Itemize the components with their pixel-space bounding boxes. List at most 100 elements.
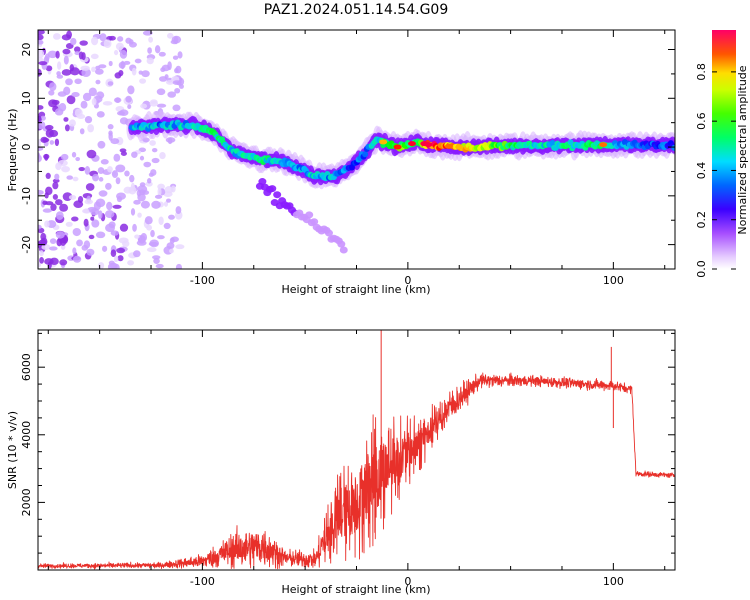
noise-blob bbox=[69, 119, 76, 127]
noise-blob bbox=[149, 140, 156, 146]
noise-blob bbox=[110, 230, 119, 236]
branch-blob bbox=[337, 240, 346, 248]
noise-blob bbox=[38, 30, 45, 35]
noise-blob bbox=[150, 229, 155, 238]
noise-blob bbox=[38, 115, 42, 124]
noise-blob bbox=[55, 231, 65, 239]
noise-blob bbox=[91, 98, 97, 106]
noise-blob bbox=[39, 256, 45, 264]
noise-blob bbox=[178, 84, 184, 89]
noise-blob bbox=[57, 61, 62, 70]
noise-blob bbox=[62, 48, 71, 55]
y-tick-label: -10 bbox=[20, 187, 33, 205]
noise-blob bbox=[130, 182, 135, 192]
noise-blob bbox=[38, 189, 44, 196]
y-tick-label: 4000 bbox=[20, 421, 33, 449]
noise-blob bbox=[160, 67, 166, 73]
noise-blob bbox=[165, 137, 176, 143]
noise-blob bbox=[152, 255, 161, 260]
noise-blob bbox=[38, 68, 42, 77]
snr-x-label: Height of straight line (km) bbox=[281, 583, 430, 596]
colorbar-tick-label: 0.0 bbox=[695, 260, 708, 278]
spectrogram-heatmap bbox=[38, 30, 675, 269]
noise-blob bbox=[61, 165, 70, 173]
noise-blob bbox=[131, 67, 137, 76]
noise-blob bbox=[80, 100, 88, 109]
noise-blob bbox=[38, 61, 48, 66]
noise-blob bbox=[113, 97, 122, 103]
noise-blob bbox=[60, 153, 69, 161]
noise-blob bbox=[40, 237, 48, 246]
noise-blob bbox=[63, 55, 69, 65]
noise-blob bbox=[38, 40, 44, 45]
noise-blob bbox=[114, 263, 120, 269]
noise-blob bbox=[71, 151, 77, 158]
noise-blob bbox=[137, 193, 146, 202]
noise-blob bbox=[105, 223, 116, 233]
noise-blob bbox=[38, 146, 44, 151]
noise-blob bbox=[61, 69, 72, 76]
noise-blob bbox=[52, 178, 60, 183]
noise-blob bbox=[130, 208, 136, 216]
x-tick-label: 100 bbox=[603, 575, 624, 588]
noise-blob bbox=[99, 33, 107, 42]
noise-blob bbox=[72, 255, 82, 263]
noise-blob bbox=[159, 151, 166, 160]
noise-blob bbox=[113, 153, 121, 162]
colorbar-ticks: 0.0 0.2 0.4 0.6 0.8 bbox=[695, 63, 736, 278]
noise-blob bbox=[95, 79, 101, 85]
noise-blob bbox=[128, 41, 137, 48]
colorbar: 0.0 0.2 0.4 0.6 0.8 Normalized spectral ampl… bbox=[695, 30, 749, 278]
hotspot bbox=[393, 144, 402, 150]
noise-blob bbox=[107, 81, 114, 86]
noise-blob bbox=[52, 33, 61, 40]
noise-blob bbox=[151, 147, 158, 153]
noise-blob bbox=[98, 177, 104, 182]
noise-blob bbox=[55, 199, 63, 206]
noise-blob bbox=[144, 216, 153, 225]
noise-blob bbox=[59, 259, 68, 266]
noise-blob bbox=[93, 201, 101, 211]
noise-blob bbox=[175, 65, 182, 74]
noise-blob bbox=[115, 164, 126, 173]
colorbar-tick-label: 0.4 bbox=[695, 162, 708, 180]
noise-blob bbox=[108, 35, 116, 41]
colorbar-label: Normalized spectral amplitude bbox=[736, 65, 749, 234]
noise-blob bbox=[95, 231, 106, 239]
noise-blob bbox=[157, 235, 165, 240]
noise-blob bbox=[64, 124, 70, 132]
noise-blob bbox=[116, 196, 123, 203]
noise-blob bbox=[157, 187, 162, 196]
noise-blob bbox=[175, 244, 185, 250]
noise-blob bbox=[50, 203, 57, 211]
noise-blob bbox=[118, 61, 126, 69]
noise-blob bbox=[139, 78, 147, 84]
x-tick-label: -100 bbox=[190, 274, 215, 287]
noise-blob bbox=[39, 250, 44, 257]
hotspot bbox=[379, 139, 388, 145]
noise-blob bbox=[70, 37, 77, 46]
noise-blob bbox=[98, 190, 108, 197]
noise-blob bbox=[44, 220, 50, 228]
noise-blob bbox=[116, 247, 126, 254]
snr-panel: -100 0 100 2000 4000 6000 Height of straight … bbox=[6, 329, 676, 596]
noise-blob bbox=[137, 185, 148, 194]
noise-blob bbox=[139, 155, 145, 161]
colorbar-tick-label: 0.2 bbox=[695, 211, 708, 229]
noise-blob bbox=[58, 103, 67, 112]
noise-blob bbox=[123, 186, 133, 194]
snr-y-label: SNR (10 * v/v) bbox=[6, 411, 19, 489]
noise-blob bbox=[104, 210, 115, 219]
noise-blob bbox=[78, 51, 84, 60]
noise-blob bbox=[127, 104, 132, 110]
branch-blob bbox=[268, 185, 277, 193]
noise-blob bbox=[156, 88, 166, 96]
noise-blob bbox=[159, 76, 168, 82]
noise-blob bbox=[138, 147, 147, 153]
noise-blob bbox=[106, 201, 113, 211]
noise-blob bbox=[56, 71, 61, 76]
noise-blob bbox=[38, 34, 44, 41]
y-tick-label: 6000 bbox=[20, 353, 33, 381]
noise-blob bbox=[142, 30, 153, 36]
noise-blob bbox=[167, 61, 172, 71]
